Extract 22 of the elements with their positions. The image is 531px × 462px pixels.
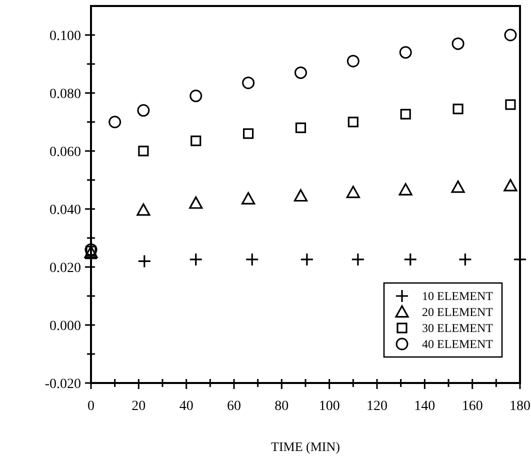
x-tick-label: 0: [88, 399, 94, 414]
y-tick-label: 0.080: [50, 87, 81, 102]
x-tick-label: 80: [274, 399, 289, 414]
y-tick-label: 0.020: [50, 261, 81, 276]
legend-label: 20 ELEMENT: [422, 305, 494, 319]
legend-label: 40 ELEMENT: [422, 337, 494, 351]
x-tick-label: 60: [227, 399, 241, 414]
y-tick-label: 0.100: [50, 29, 81, 44]
y-tick-label: 0.000: [50, 319, 81, 334]
x-tick-label: 180: [510, 399, 530, 414]
y-tick-label: 0.060: [50, 145, 81, 160]
x-tick-label: 160: [462, 399, 483, 414]
x-tick-label: 140: [414, 399, 436, 414]
x-tick-label: 120: [366, 399, 388, 414]
x-tick-label: 20: [132, 399, 146, 414]
x-tick-label: 100: [318, 399, 340, 414]
legend-label: 10 ELEMENT: [422, 289, 494, 303]
y-tick-label: -0.020: [44, 377, 81, 392]
x-axis-title: TIME (MIN): [271, 439, 340, 454]
x-tick-label: 40: [179, 399, 194, 414]
y-tick-label: 0.040: [50, 203, 81, 218]
legend-label: 30 ELEMENT: [422, 321, 494, 335]
